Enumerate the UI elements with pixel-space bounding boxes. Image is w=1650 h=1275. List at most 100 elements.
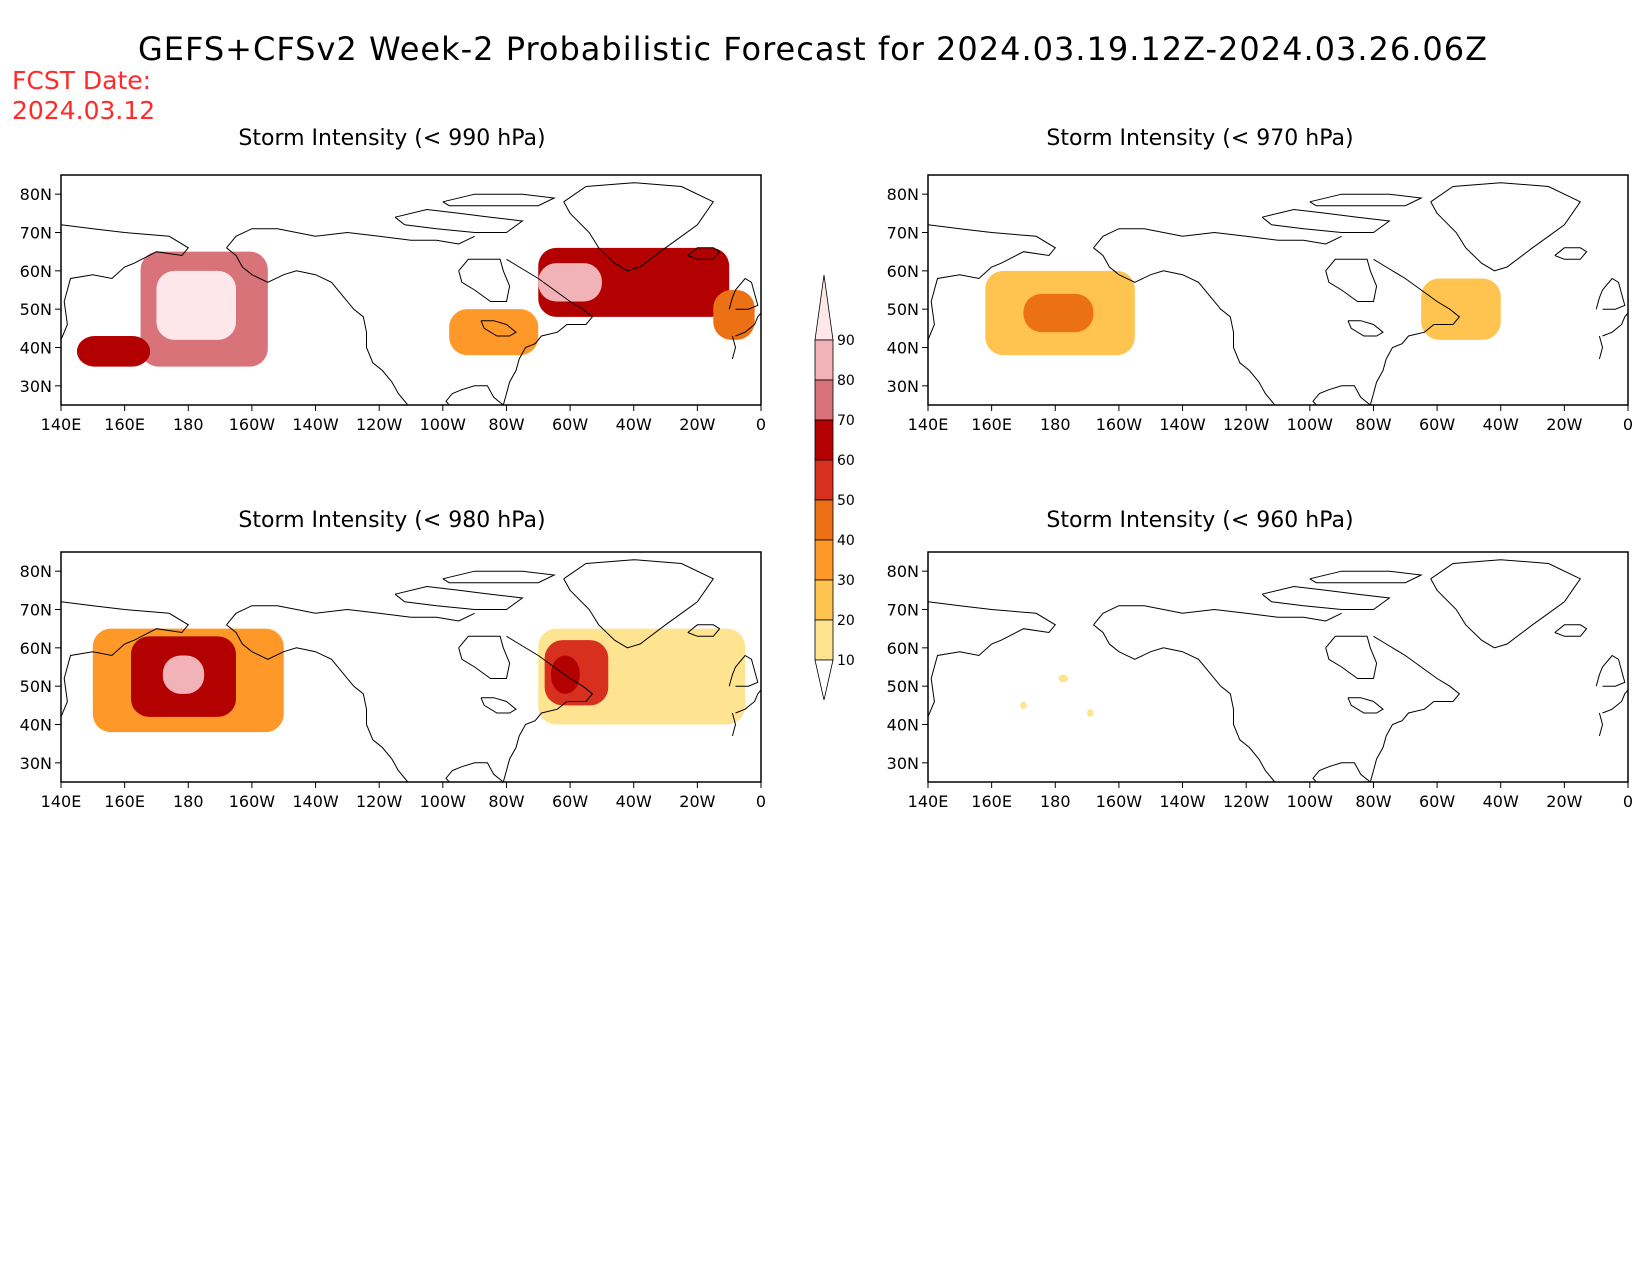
lat-label: 70N [20,224,52,243]
forecast-date-value: 2024.03.12 [12,96,156,125]
coastline [1325,258,1378,302]
coastline [1312,762,1371,782]
coastline [1598,335,1604,360]
lat-label: 60N [20,639,52,658]
map-panel-990: 80N 70N 60N 50N 40N 30N 140E 160E 180 160W 140W 120… [20,174,766,434]
probability-area [1058,674,1068,683]
probability-area [1020,701,1027,710]
coastline [1261,585,1391,610]
lon-label: 140E [908,415,949,434]
coastline [61,601,190,717]
coastline [445,762,504,782]
lat-label: 80N [20,562,52,581]
coastline [1309,193,1423,207]
lat-label: 70N [20,601,52,620]
lon-label: 20W [1546,415,1582,434]
lon-label: 80W [1355,792,1391,811]
lon-label: 40W [616,792,652,811]
coastline [1369,635,1461,782]
coastline [61,224,190,340]
coastline [1093,605,1342,626]
coastline [445,385,504,405]
coastline [728,654,759,687]
lon-label: 100W [420,792,467,811]
probability-area [156,270,236,340]
map-frame [60,174,762,406]
coastline [1554,624,1588,637]
coastline [1595,277,1626,310]
colorbar-segment [814,619,834,661]
colorbar-segment [814,539,834,581]
coastline [226,624,409,782]
coastline [1430,559,1582,649]
lon-label: 0 [756,792,766,811]
coastline [226,605,475,626]
probability-area [76,336,151,367]
lon-label: 160W [1096,792,1143,811]
coastline [687,624,721,637]
lon-label: 40W [1483,792,1519,811]
colorbar-label: 60 [837,453,855,469]
colorbar-segment [814,579,834,621]
probability-area [449,309,539,356]
coastline [1430,182,1582,272]
lat-label: 50N [887,677,919,696]
coastline [502,635,594,782]
lat-label: 70N [887,224,919,243]
colorbar-segment [814,274,834,341]
coastline [1325,635,1378,679]
colorbar-label: 90 [837,333,855,349]
map-frame [927,551,1629,783]
colorbar-segment [814,379,834,421]
probability-area [538,263,602,302]
lon-label: 160E [971,792,1012,811]
probability-area [1087,709,1094,717]
colorbar-lower-end [814,659,834,701]
coastline [480,697,517,714]
coastline [735,312,761,337]
lat-label: 50N [20,300,52,319]
colorbar-label: 40 [837,533,855,549]
coastline [1312,385,1371,405]
coastline [458,258,511,302]
lon-label: 140E [41,415,82,434]
coastline [226,228,475,249]
coastline [1554,247,1588,260]
coastline [1093,228,1342,249]
lat-label: 40N [20,339,52,358]
lon-label: 20W [679,415,715,434]
lon-label: 100W [1287,415,1334,434]
coastline [1093,624,1276,782]
lon-label: 20W [679,792,715,811]
coastline [687,247,721,260]
map-panel-980: 80N 70N 60N 50N 40N 30N 140E 160E 180 160W 140W 120… [20,551,766,811]
lon-label: 140W [1159,792,1206,811]
colorbar-label: 80 [837,373,855,389]
coastline [731,335,737,360]
coastline [1347,697,1384,714]
lon-label: 120W [1223,792,1270,811]
lon-label: 160E [104,792,145,811]
colorbar-label: 50 [837,493,855,509]
coastline [1261,208,1391,233]
lon-label: 80W [488,415,524,434]
lat-label: 30N [887,377,919,396]
panel-title-960: Storm Intensity (< 960 hPa) [1046,508,1354,533]
map-frame [927,174,1629,406]
lat-label: 50N [20,677,52,696]
main-title: GEFS+CFSv2 Week-2 Probabilistic Forecast… [138,30,1489,68]
lat-label: 80N [887,562,919,581]
lat-label: 30N [887,754,919,773]
colorbar-label: 20 [837,613,855,629]
lat-label: 40N [887,339,919,358]
lon-label: 60W [552,415,588,434]
forecast-date: FCST Date: 2024.03.12 [12,66,155,126]
probability-area [162,655,205,694]
lon-label: 60W [552,792,588,811]
coastline [1369,258,1461,405]
map-panel-970: 80N 70N 60N 50N 40N 30N 140E 160E 180 160W 140W 120… [887,174,1633,434]
lon-label: 20W [1546,792,1582,811]
lon-label: 180 [173,792,204,811]
coastline [442,570,556,584]
lon-label: 160E [104,415,145,434]
